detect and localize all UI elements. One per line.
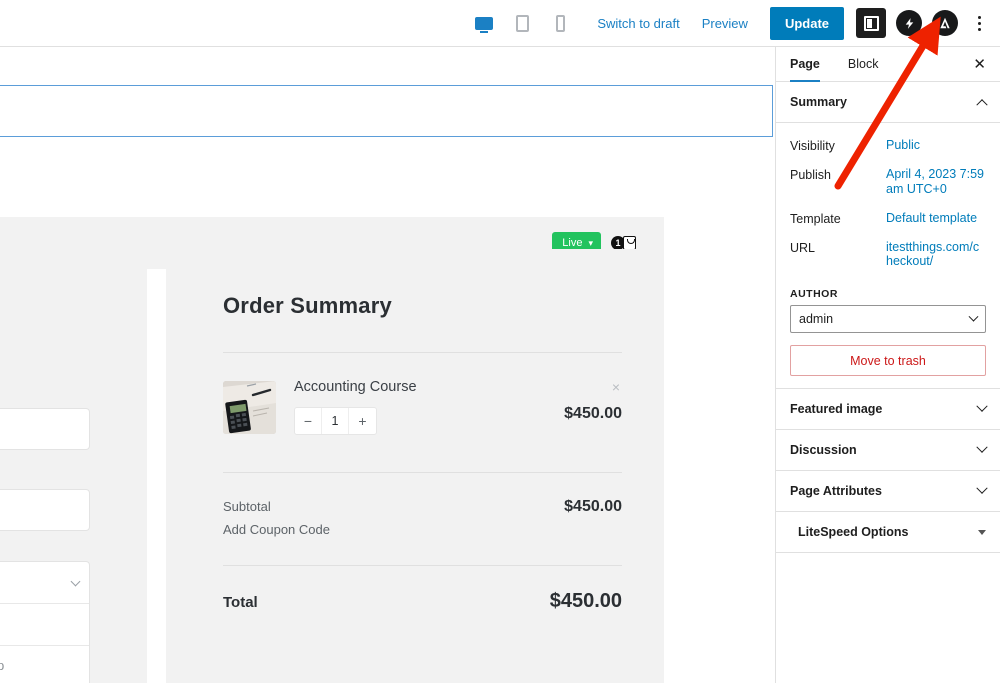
chevron-down-icon: [70, 576, 81, 587]
litespeed-options-section[interactable]: LiteSpeed Options: [776, 512, 1000, 553]
switch-to-draft-link[interactable]: Switch to draft: [597, 15, 680, 31]
form-field-clipped-text: p: [0, 658, 4, 673]
featured-image-title: Featured image: [790, 402, 883, 416]
preview-link[interactable]: Preview: [701, 15, 748, 31]
checkout-form-column: p: [0, 249, 147, 683]
summary-section-body: Visibility Public Publish April 4, 2023 …: [776, 123, 1000, 388]
total-label: Total: [223, 594, 258, 611]
subtotal-label: Subtotal: [223, 499, 271, 514]
subtotal-value: $450.00: [564, 498, 622, 515]
summary-row-visibility: Visibility Public: [790, 131, 986, 160]
chevron-down-icon: [976, 482, 988, 494]
kebab-menu-icon[interactable]: [968, 10, 990, 36]
url-value[interactable]: itestthings.com/checkout/: [886, 239, 980, 269]
astra-a-icon[interactable]: [932, 10, 958, 36]
form-field-clipped-4[interactable]: p: [0, 646, 89, 683]
form-field-group-clipped: p: [0, 561, 90, 683]
form-field-clipped-2[interactable]: [0, 489, 90, 531]
visibility-label: Visibility: [790, 139, 835, 153]
triangle-down-icon: [978, 529, 986, 535]
lightning-bolt-icon[interactable]: [896, 10, 922, 36]
order-summary-card: Order Summary: [166, 249, 664, 683]
summary-row-template: Template Default template: [790, 204, 986, 233]
divider: [223, 352, 622, 353]
chevron-up-icon: [976, 99, 988, 111]
remove-item-icon[interactable]: ×: [611, 379, 620, 395]
move-to-trash-button[interactable]: Move to trash: [790, 345, 986, 376]
url-label: URL: [790, 240, 816, 255]
discussion-section[interactable]: Discussion: [776, 430, 1000, 471]
shopping-bag-icon: [623, 236, 636, 250]
total-value: $450.00: [549, 590, 622, 612]
template-value[interactable]: Default template: [886, 210, 978, 225]
visibility-value[interactable]: Public: [886, 138, 921, 152]
chevron-down-icon: ▾: [588, 237, 593, 248]
divider: [776, 388, 1000, 389]
tab-page[interactable]: Page: [790, 47, 820, 82]
live-label: Live: [562, 237, 583, 249]
calculator-photo: [223, 381, 276, 434]
form-select-clipped[interactable]: [0, 562, 89, 604]
featured-image-section[interactable]: Featured image: [776, 389, 1000, 430]
form-field-clipped-1[interactable]: [0, 408, 90, 450]
grand-total-row: Total $450.00: [223, 566, 622, 613]
quantity-increase-button[interactable]: +: [358, 413, 367, 429]
chevron-down-icon: [976, 441, 988, 453]
order-summary-title: Order Summary: [223, 293, 392, 318]
product-name: Accounting Course: [294, 379, 417, 395]
settings-panel-icon[interactable]: [856, 8, 886, 38]
summary-row-url: URL itestthings.com/checkout/: [790, 233, 986, 277]
tab-block[interactable]: Block: [847, 57, 879, 71]
form-field-clipped-3[interactable]: [0, 604, 89, 646]
order-totals: Subtotal $450.00 Add Coupon Code: [223, 473, 622, 537]
chevron-down-icon: [968, 311, 979, 322]
summary-section-header[interactable]: Summary: [776, 82, 1000, 123]
quantity-stepper: − 1 +: [294, 407, 377, 435]
cart-count-badge: 1: [611, 236, 625, 250]
summary-section-title: Summary: [790, 95, 847, 109]
page-attributes-section[interactable]: Page Attributes: [776, 471, 1000, 512]
selected-block-outline[interactable]: [0, 85, 773, 137]
editor-canvas: Live ▾ 1 p Order Summa: [0, 47, 775, 683]
cart-indicator[interactable]: 1: [611, 236, 636, 250]
divider: [223, 472, 622, 473]
quantity-input[interactable]: 1: [322, 408, 349, 434]
publish-value[interactable]: April 4, 2023 7:59 am UTC+0: [886, 167, 984, 196]
author-value: admin: [799, 312, 834, 326]
close-icon[interactable]: ✕: [973, 56, 986, 73]
template-label: Template: [790, 211, 841, 226]
publish-label: Publish: [790, 168, 831, 182]
device-preview-group: [473, 12, 571, 34]
tablet-preview-icon[interactable]: [511, 12, 533, 34]
litespeed-options-title: LiteSpeed Options: [798, 525, 909, 539]
page-attributes-title: Page Attributes: [790, 484, 882, 498]
live-status-dropdown[interactable]: Live ▾: [552, 232, 601, 254]
desktop-preview-icon[interactable]: [473, 12, 495, 34]
mobile-preview-icon[interactable]: [549, 12, 571, 34]
chevron-down-icon: [976, 400, 988, 412]
quantity-decrease-button[interactable]: −: [295, 408, 322, 434]
add-coupon-code-link[interactable]: Add Coupon Code: [223, 522, 330, 537]
author-label: AUTHOR: [790, 288, 838, 300]
divider: [223, 565, 622, 566]
author-select[interactable]: admin: [790, 305, 986, 333]
update-button[interactable]: Update: [769, 6, 844, 40]
product-price: $450.00: [564, 405, 622, 422]
summary-row-publish: Publish April 4, 2023 7:59 am UTC+0: [790, 160, 986, 204]
sidebar-tabs: Page Block ✕: [776, 47, 1000, 82]
order-line-details: Accounting Course − 1 +: [294, 378, 622, 435]
discussion-title: Discussion: [790, 443, 857, 457]
settings-sidebar: Page Block ✕ Summary Visibility Public P…: [775, 47, 1000, 683]
order-line-item: Accounting Course − 1 + × $450.00: [223, 353, 622, 435]
editor-toolbar: Switch to draft Preview Update: [0, 0, 1000, 47]
